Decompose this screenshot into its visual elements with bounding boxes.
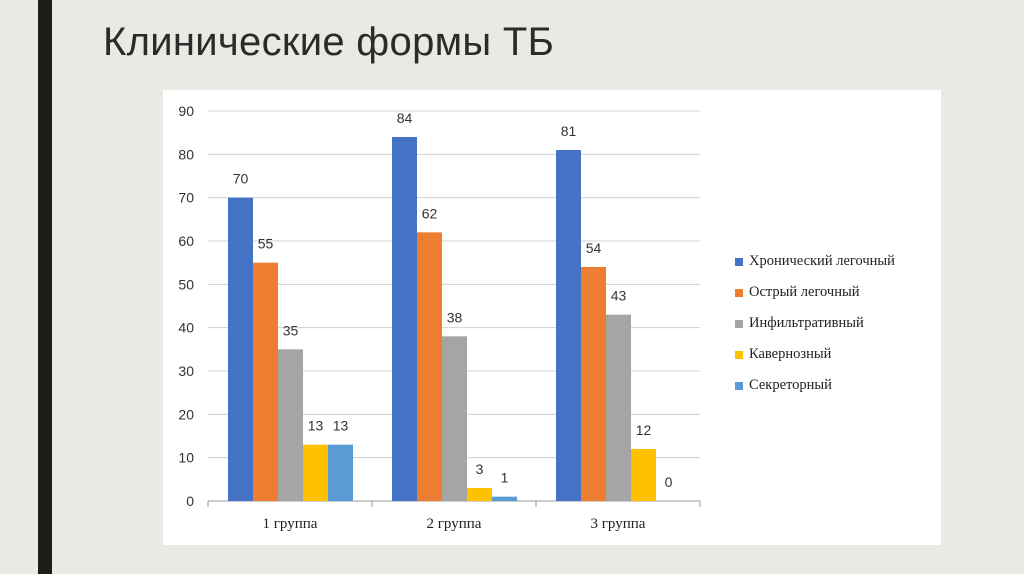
data-label: 43	[611, 288, 627, 304]
legend-swatch	[735, 257, 743, 266]
bar	[417, 232, 442, 502]
data-label: 13	[333, 418, 349, 434]
y-tick-label: 80	[178, 146, 194, 162]
legend-item: Секреторный	[735, 370, 895, 401]
bar	[303, 444, 328, 501]
legend-label: Хронический легочный	[749, 253, 895, 269]
bar	[467, 488, 492, 501]
bar	[442, 336, 467, 501]
bar	[606, 314, 631, 501]
legend-swatch	[735, 350, 743, 359]
bar	[631, 449, 656, 501]
bar	[228, 197, 253, 501]
bar	[278, 349, 303, 501]
legend-item: Острый легочный	[735, 277, 895, 308]
data-label: 62	[422, 205, 438, 221]
data-label: 35	[283, 322, 299, 338]
y-tick-label: 10	[178, 450, 194, 466]
chart-legend: Хронический легочный Острый легочный Инфил…	[735, 246, 895, 401]
data-label: 13	[308, 418, 324, 434]
bar	[253, 262, 278, 501]
legend-label: Острый легочный	[749, 284, 860, 300]
data-label: 84	[397, 110, 413, 126]
legend-swatch	[735, 288, 743, 297]
legend-swatch	[735, 381, 743, 390]
legend-label: Инфильтративный	[749, 315, 864, 331]
y-tick-label: 50	[178, 276, 194, 292]
y-tick-label: 70	[178, 190, 194, 206]
y-tick-label: 90	[178, 103, 194, 119]
y-tick-label: 20	[178, 406, 194, 422]
data-label: 38	[447, 309, 463, 325]
bar	[581, 267, 606, 501]
legend-item: Хронический легочный	[735, 246, 895, 277]
data-label: 12	[636, 422, 652, 438]
data-label: 1	[501, 470, 509, 486]
accent-bar	[38, 0, 52, 574]
legend-swatch	[735, 319, 743, 328]
x-tick-label: 3 группа	[591, 516, 646, 532]
slide-title: Клинические формы ТБ	[103, 20, 555, 64]
bar	[328, 444, 353, 501]
data-label: 70	[233, 171, 249, 187]
x-tick-label: 2 группа	[427, 516, 482, 532]
data-label: 55	[258, 236, 274, 252]
legend-label: Кавернозный	[749, 346, 832, 362]
data-label: 3	[476, 461, 484, 477]
y-tick-label: 0	[186, 493, 194, 509]
y-tick-label: 40	[178, 320, 194, 336]
bar	[556, 150, 581, 501]
data-label: 54	[586, 240, 602, 256]
bar	[492, 496, 517, 501]
legend-label: Секреторный	[749, 377, 832, 393]
legend-item: Кавернозный	[735, 339, 895, 370]
bar	[392, 137, 417, 501]
chart-panel: 0 10 20 30 40 50 60 70 80 90 70 55 35 13 13 1 группа 84 6…	[163, 90, 941, 545]
x-tick-label: 1 группа	[263, 516, 318, 532]
data-label: 0	[665, 474, 673, 490]
legend-item: Инфильтративный	[735, 308, 895, 339]
data-label: 81	[561, 123, 577, 139]
y-tick-label: 60	[178, 233, 194, 249]
y-tick-label: 30	[178, 363, 194, 379]
